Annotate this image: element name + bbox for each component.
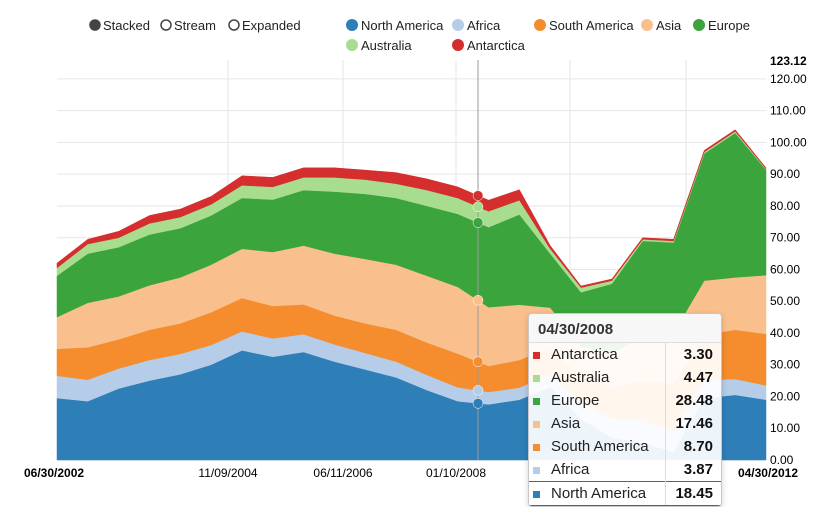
tooltip-row-europe: Europe 28.48 xyxy=(529,389,721,412)
tooltip-series-name: South America xyxy=(551,438,649,455)
legend-swatch-icon xyxy=(452,19,464,31)
tooltip-series-value: 28.48 xyxy=(664,389,721,412)
hover-cursor xyxy=(472,60,484,460)
marker-north-america xyxy=(472,398,484,409)
legend-swatch-icon xyxy=(452,39,464,51)
y-max-label: 123.12 xyxy=(770,54,807,68)
x-tick-label: 01/10/2008 xyxy=(426,466,486,480)
tooltip-series-value: 4.47 xyxy=(664,366,721,389)
legend-item-antarctica[interactable]: Antarctica xyxy=(452,38,526,53)
tooltip-row-antarctica: Antarctica 3.30 xyxy=(529,343,721,366)
legend-item-australia[interactable]: Australia xyxy=(346,38,412,53)
tooltip-series-value: 3.30 xyxy=(664,343,721,366)
mode-expanded[interactable]: Expanded xyxy=(228,18,301,33)
legend-swatch-icon xyxy=(693,19,705,31)
x-tick-label: 11/09/2004 xyxy=(198,466,257,480)
mode-label: Stacked xyxy=(103,18,150,33)
tooltip-row-north-america: North America 18.45 xyxy=(529,481,721,506)
tooltip-series-name: Africa xyxy=(551,461,590,478)
marker-europe xyxy=(472,217,484,228)
tooltip-row-south-america: South America 8.70 xyxy=(529,435,721,458)
tooltip-series-name: Asia xyxy=(551,415,581,432)
x-tick-label: 04/30/2012 xyxy=(738,466,798,480)
marker-antarctica xyxy=(472,190,484,201)
radio-icon xyxy=(89,19,101,31)
series-swatch-icon xyxy=(533,444,540,451)
tooltip-series-name: Europe xyxy=(551,392,600,409)
x-axis: 06/30/2002 11/09/2004 06/11/2006 01/10/2008… xyxy=(24,466,798,480)
y-tick-label: 60.00 xyxy=(770,262,800,276)
legend-label: Africa xyxy=(467,18,501,33)
legend-item-africa[interactable]: Africa xyxy=(452,18,501,33)
tooltip-row-asia: Asia 17.46 xyxy=(529,412,721,435)
mode-stream[interactable]: Stream xyxy=(160,18,216,33)
tooltip: 04/30/2008 Antarctica 3.30 Australia 4.47 Eu… xyxy=(528,313,722,507)
legend-label: Europe xyxy=(708,18,750,33)
marker-asia xyxy=(472,295,484,306)
series-swatch-icon xyxy=(533,398,540,405)
tooltip-row-africa: Africa 3.87 xyxy=(529,458,721,482)
legend-swatch-icon xyxy=(346,19,358,31)
chart-mode-controls: Stacked Stream Expanded xyxy=(89,18,301,33)
tooltip-series-name: North America xyxy=(547,481,666,506)
radio-icon xyxy=(228,19,240,31)
tooltip-table: Antarctica 3.30 Australia 4.47 Europe 28.48 As… xyxy=(529,343,721,506)
series-swatch-icon xyxy=(533,352,540,359)
legend-swatch-icon xyxy=(534,19,546,31)
mode-label: Stream xyxy=(174,18,216,33)
marker-south-america xyxy=(472,356,484,368)
marker-africa xyxy=(472,385,484,396)
legend-item-europe[interactable]: Europe xyxy=(693,18,750,33)
legend-swatch-icon xyxy=(346,39,358,51)
y-tick-label: 30.00 xyxy=(770,358,800,372)
legend-item-asia[interactable]: Asia xyxy=(641,18,682,33)
y-axis: 0.00 10.00 20.00 30.00 40.00 50.00 60.00 70.00 8… xyxy=(770,54,807,467)
y-tick-label: 10.00 xyxy=(770,421,800,435)
tooltip-series-name: Antarctica xyxy=(551,346,618,363)
mode-label: Expanded xyxy=(242,18,301,33)
mode-stacked[interactable]: Stacked xyxy=(89,18,150,33)
y-tick-label: 120.00 xyxy=(770,72,807,86)
y-tick-label: 50.00 xyxy=(770,294,800,308)
y-tick-label: 100.00 xyxy=(770,135,807,149)
legend-label: Australia xyxy=(361,38,412,53)
marker-australia xyxy=(472,201,484,213)
radio-icon xyxy=(160,19,172,31)
series-swatch-icon xyxy=(533,375,540,382)
legend-label: North America xyxy=(361,18,444,33)
x-tick-label: 06/11/2006 xyxy=(313,466,372,480)
tooltip-row-australia: Australia 4.47 xyxy=(529,366,721,389)
legend-label: Antarctica xyxy=(467,38,526,53)
x-tick-label: 06/30/2002 xyxy=(24,466,84,480)
chart-legend: North America Africa South America Asia Euro… xyxy=(346,18,750,53)
legend-swatch-icon xyxy=(641,19,653,31)
series-swatch-icon xyxy=(533,421,540,428)
y-tick-label: 90.00 xyxy=(770,167,800,181)
tooltip-series-value: 8.70 xyxy=(664,435,721,458)
legend-label: South America xyxy=(549,18,634,33)
tooltip-series-value: 17.46 xyxy=(664,412,721,435)
y-tick-label: 0.00 xyxy=(770,453,794,467)
y-tick-label: 40.00 xyxy=(770,326,800,340)
tooltip-series-value: 18.45 xyxy=(664,481,721,506)
legend-label: Asia xyxy=(656,18,682,33)
tooltip-date: 04/30/2008 xyxy=(529,314,721,343)
series-swatch-icon xyxy=(533,467,540,474)
legend-item-south-america[interactable]: South America xyxy=(534,18,634,33)
tooltip-series-name: Australia xyxy=(551,369,610,386)
area-antarctica[interactable] xyxy=(56,129,767,288)
series-swatch-icon xyxy=(533,491,540,498)
tooltip-series-value: 3.87 xyxy=(664,458,721,482)
y-tick-label: 20.00 xyxy=(770,389,800,403)
y-tick-label: 110.00 xyxy=(770,104,806,118)
y-tick-label: 80.00 xyxy=(770,199,800,213)
legend-item-north-america[interactable]: North America xyxy=(346,18,444,33)
y-tick-label: 70.00 xyxy=(770,231,800,245)
